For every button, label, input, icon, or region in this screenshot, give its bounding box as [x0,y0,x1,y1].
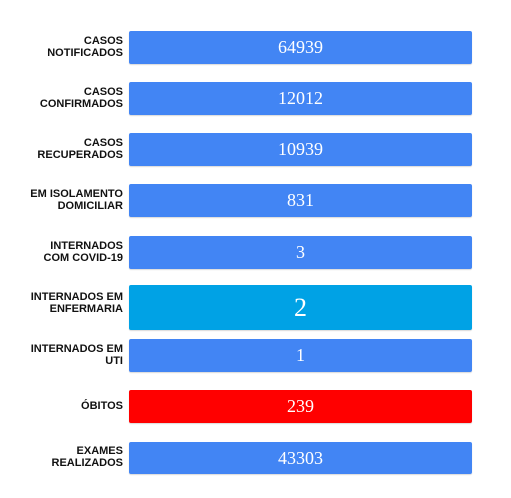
stat-label: ÓBITOS [81,400,123,412]
stat-label: INTERNADOS COM COVID-19 [43,240,123,264]
stat-label: CASOS RECUPERADOS [37,137,123,161]
stat-label: CASOS NOTIFICADOS [47,35,123,59]
stat-value: 64939 [278,37,323,57]
stat-row-exames-realizados: EXAMES REALIZADOS 43303 [0,442,511,474]
stat-bar: 831 [129,184,472,217]
stat-label: EXAMES REALIZADOS [51,445,124,469]
stat-label: EM ISOLAMENTO DOMICILIAR [30,188,123,212]
stat-row-internados-uti: INTERNADOS EM UTI 1 [0,339,511,372]
stat-row-casos-recuperados: CASOS RECUPERADOS 10939 [0,133,511,166]
stat-bar: 12012 [129,82,472,115]
stat-row-obitos: ÓBITOS 239 [0,390,511,423]
stat-value: 831 [287,190,314,210]
stat-row-casos-notificados: CASOS NOTIFICADOS 64939 [0,31,511,64]
stat-value: 12012 [278,88,323,108]
stat-bar: 3 [129,236,472,269]
stat-bar: 43303 [129,442,472,474]
stat-value: 43303 [278,447,323,468]
stat-label: INTERNADOS EM ENFERMARIA [30,291,123,315]
stat-value: 3 [296,242,305,262]
stat-row-casos-confirmados: CASOS CONFIRMADOS 12012 [0,82,511,115]
stat-bar: 239 [129,390,472,423]
stat-label: INTERNADOS EM UTI [30,343,123,367]
stat-row-isolamento-domiciliar: EM ISOLAMENTO DOMICILIAR 831 [0,184,511,217]
stat-bar: 1 [129,339,472,372]
stat-bar: 2 [129,285,472,330]
stat-value: 2 [294,292,307,322]
stat-label: CASOS CONFIRMADOS [39,86,123,110]
stat-row-internados-covid: INTERNADOS COM COVID-19 3 [0,236,511,269]
stat-bar: 10939 [129,133,472,166]
stat-row-internados-enfermaria: INTERNADOS EM ENFERMARIA 2 [0,285,511,330]
stat-value: 1 [296,345,305,365]
stat-value: 239 [287,396,314,416]
stat-value: 10939 [278,139,323,159]
stat-bar: 64939 [129,31,472,64]
